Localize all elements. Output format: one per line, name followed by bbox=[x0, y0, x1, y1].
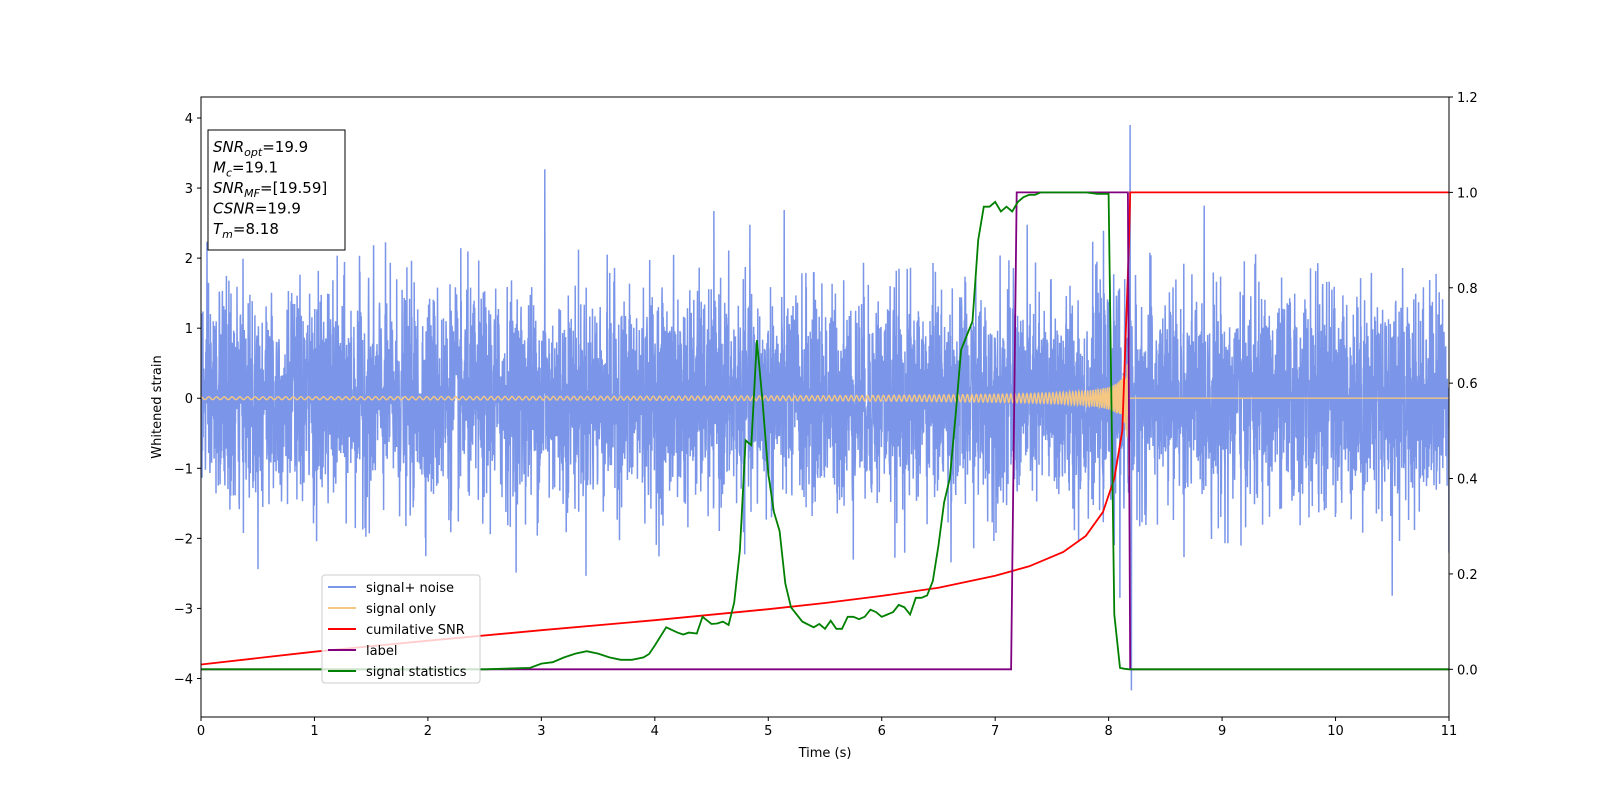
legend-entry: label bbox=[366, 644, 397, 659]
plot-frame bbox=[200, 96, 1450, 718]
y-tick-label: 4 bbox=[185, 112, 193, 127]
series-signal-only bbox=[201, 345, 1449, 476]
info-box-line: SNRopt=19.9 bbox=[213, 138, 308, 159]
y2-tick-label: 0.2 bbox=[1457, 568, 1478, 583]
x-tick-label: 5 bbox=[764, 724, 772, 739]
y-tick-label: −1 bbox=[174, 462, 193, 477]
x-axis: 0 1 2 3 4 5 6 7 8 9 10 11 bbox=[197, 717, 1457, 739]
y2-tick-label: 0.4 bbox=[1457, 473, 1478, 488]
x-tick-label: 10 bbox=[1327, 724, 1344, 739]
info-box: SNRopt=19.9Mc=19.1SNRMF=[19.59]CSNR=19.9… bbox=[207, 129, 346, 251]
legend-entry: signal+ noise bbox=[366, 581, 454, 596]
x-tick-label: 3 bbox=[537, 724, 545, 739]
y-tick-label: 2 bbox=[185, 252, 193, 267]
line-cumilative-snr bbox=[201, 191, 1449, 666]
info-box-line: CSNR=19.9 bbox=[213, 200, 301, 218]
legend-entry: signal only bbox=[366, 602, 436, 617]
x-tick-label: 2 bbox=[424, 724, 432, 739]
x-tick-label: 8 bbox=[1104, 724, 1112, 739]
y-tick-label: 3 bbox=[185, 182, 193, 197]
legend: signal+ noise signal only cumilative SNR la… bbox=[321, 574, 481, 684]
y-axis-left: 4 3 2 1 0 −1 −2 −3 −4 bbox=[174, 112, 201, 687]
x-tick-label: 9 bbox=[1218, 724, 1226, 739]
info-box-line: SNRMF=[19.59] bbox=[213, 179, 327, 200]
y-tick-label: −3 bbox=[174, 602, 193, 617]
info-box-frame bbox=[207, 129, 346, 251]
signal-noise-line bbox=[201, 124, 1449, 691]
x-tick-label: 0 bbox=[197, 724, 205, 739]
x-tick-label: 11 bbox=[1441, 724, 1458, 739]
y-axis-right: 1.2 1.0 0.8 0.6 0.4 0.2 0.0 bbox=[1449, 91, 1478, 678]
y-axis-label: Whitened strain bbox=[150, 355, 165, 458]
info-box-line: Tm=8.18 bbox=[213, 220, 279, 241]
x-axis-label: Time (s) bbox=[798, 746, 852, 761]
legend-frame bbox=[321, 574, 481, 684]
y2-tick-label: 0.8 bbox=[1457, 282, 1478, 297]
series-lines bbox=[201, 191, 1449, 671]
y-tick-label: −2 bbox=[174, 532, 193, 547]
series-signal-noise bbox=[201, 124, 1449, 691]
y2-tick-label: 1.2 bbox=[1457, 91, 1478, 106]
y-tick-label: −4 bbox=[174, 672, 193, 687]
legend-entry: signal statistics bbox=[366, 665, 467, 680]
x-tick-label: 7 bbox=[991, 724, 999, 739]
y2-tick-label: 0.0 bbox=[1457, 663, 1478, 678]
x-tick-label: 1 bbox=[310, 724, 318, 739]
signal-only-line bbox=[201, 345, 1449, 476]
legend-entry: cumilative SNR bbox=[366, 623, 465, 638]
y2-tick-label: 1.0 bbox=[1457, 186, 1478, 201]
info-box-line: Mc=19.1 bbox=[213, 159, 278, 180]
y2-tick-label: 0.6 bbox=[1457, 377, 1478, 392]
x-tick-label: 4 bbox=[651, 724, 659, 739]
y-tick-label: 1 bbox=[185, 322, 193, 337]
line-signal-statistics bbox=[201, 191, 1449, 671]
x-tick-label: 6 bbox=[878, 724, 886, 739]
y-tick-label: 0 bbox=[185, 392, 193, 407]
